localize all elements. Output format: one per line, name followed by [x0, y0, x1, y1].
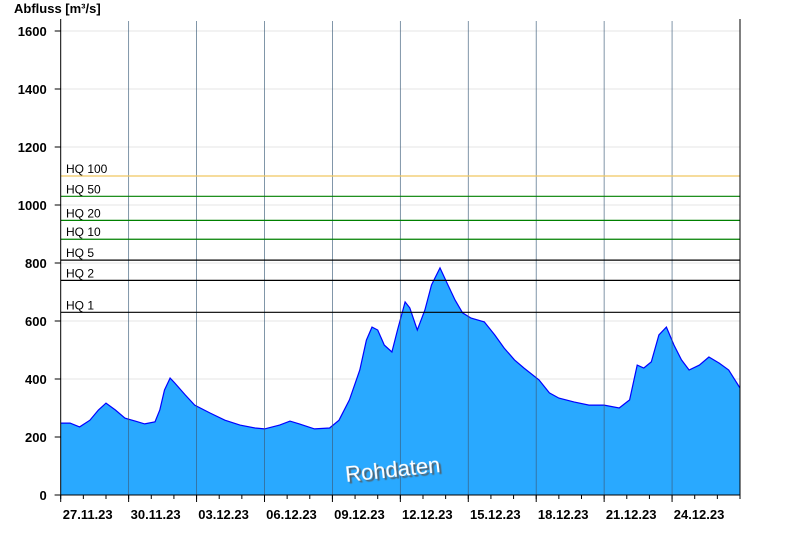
x-tick-label: 03.12.23 [198, 507, 249, 522]
y-tick-label: 1000 [18, 198, 47, 213]
axes: 0 200 400 600 800 1000 1200 1400 1600 27.11.23 30.… [18, 19, 741, 522]
threshold-label: HQ 100 [66, 162, 108, 176]
y-tick-label: 0 [39, 488, 46, 503]
threshold-label: HQ 5 [66, 246, 94, 260]
x-tick-label: 18.12.23 [538, 507, 589, 522]
threshold-label: HQ 50 [66, 182, 101, 196]
threshold-label: HQ 20 [66, 206, 101, 220]
x-tick-label: 24.12.23 [674, 507, 725, 522]
y-tick-label: 1200 [18, 140, 47, 155]
threshold-label: HQ 10 [66, 225, 101, 239]
y-tick-label: 800 [25, 256, 47, 271]
y-tick-label: 1400 [18, 82, 47, 97]
x-tick-label: 21.12.23 [606, 507, 657, 522]
x-tick-label: 30.11.23 [131, 507, 181, 522]
threshold-lines: HQ 100 HQ 50 HQ 20 HQ 10 HQ 5 HQ 2 HQ 1 [60, 162, 740, 313]
y-axis-label: Abfluss [m³/s] [14, 1, 101, 16]
y-tick-label: 400 [25, 372, 47, 387]
y-tick-label: 1600 [18, 24, 47, 39]
threshold-label: HQ 2 [66, 266, 94, 280]
x-tick-label: 27.11.23 [63, 507, 113, 522]
x-tick-label: 09.12.23 [334, 507, 385, 522]
threshold-label: HQ 1 [66, 298, 94, 312]
x-tick-label: 12.12.23 [402, 507, 453, 522]
vertical-gridlines [128, 21, 673, 495]
x-tick-label: 15.12.23 [470, 507, 521, 522]
discharge-line [60, 266, 741, 430]
y-tick-label: 600 [25, 314, 47, 329]
x-tick-label: 06.12.23 [266, 507, 317, 522]
y-tick-label: 200 [25, 430, 47, 445]
